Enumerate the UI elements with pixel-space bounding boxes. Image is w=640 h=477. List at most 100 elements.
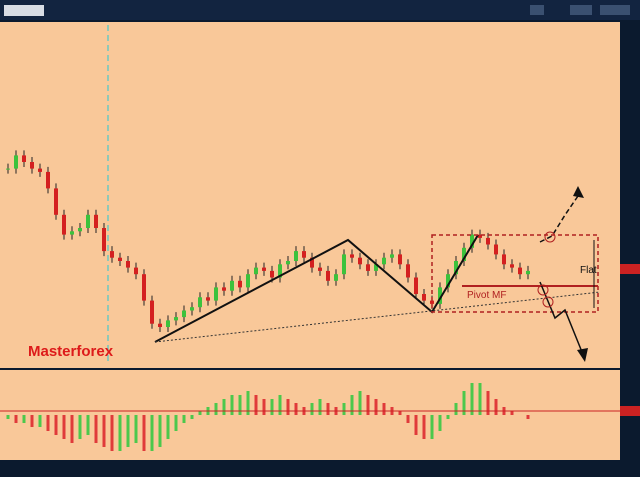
histogram-bar [262, 399, 266, 415]
candle [246, 274, 250, 288]
candle [382, 257, 386, 265]
histogram-bar [414, 415, 418, 435]
histogram-bar [166, 415, 170, 439]
candle [366, 264, 370, 271]
symbol-box[interactable] [4, 5, 44, 16]
candle [166, 320, 170, 327]
histogram-bar [430, 415, 434, 439]
histogram-bar [86, 415, 90, 435]
histogram-bar [174, 415, 178, 431]
histogram-bar [46, 415, 50, 431]
histogram-bar [286, 399, 290, 415]
histogram-bar [30, 415, 34, 427]
candle [414, 277, 418, 294]
histogram-bar [350, 395, 354, 415]
histogram-bar [134, 415, 138, 443]
histogram-bar [358, 391, 362, 415]
histogram-bar [478, 383, 482, 415]
candle [462, 247, 466, 261]
toolbar-button[interactable] [600, 5, 630, 15]
candle [350, 254, 354, 258]
toolbar-button[interactable] [570, 5, 592, 15]
flat-box [431, 234, 599, 313]
candle [278, 264, 282, 278]
histogram-bar [462, 391, 466, 415]
histogram-bar [118, 415, 122, 451]
breakout-up [539, 195, 579, 243]
histogram-bar [270, 399, 274, 415]
candle [222, 287, 226, 291]
candle [198, 297, 202, 308]
histogram-bar [230, 395, 234, 415]
candle [30, 162, 34, 169]
histogram-bar [446, 415, 450, 419]
histogram-bar [94, 415, 98, 443]
candle [14, 155, 18, 169]
zigzag [154, 234, 479, 343]
candle [310, 257, 314, 268]
candle [182, 310, 186, 318]
histogram-bar [214, 403, 218, 415]
histogram-bar [14, 415, 18, 423]
candle [118, 257, 122, 261]
marker [542, 296, 554, 308]
candle [270, 270, 274, 278]
histogram-bar [102, 415, 106, 447]
candle [302, 251, 306, 258]
histogram-bar [238, 395, 242, 415]
candle [510, 264, 514, 268]
candle [406, 264, 410, 278]
candle [150, 300, 154, 324]
histogram-bar [254, 395, 258, 415]
histogram-bar [438, 415, 442, 431]
toolbar-button[interactable] [530, 5, 544, 15]
histogram-bar [198, 411, 202, 415]
histogram-bar [54, 415, 58, 435]
candle [102, 228, 106, 252]
candle [46, 171, 50, 189]
histogram-bar [382, 403, 386, 415]
histogram-bar [190, 415, 194, 419]
candles [6, 150, 530, 332]
candle [6, 168, 10, 170]
osc-tag [620, 406, 640, 416]
marker [544, 231, 556, 243]
candle [390, 254, 394, 258]
candle [286, 261, 290, 265]
candle [230, 280, 234, 291]
candle [454, 261, 458, 275]
candle [526, 270, 530, 275]
candle [214, 287, 218, 301]
candle [478, 234, 482, 238]
histogram-bar [150, 415, 154, 451]
histogram-bar [6, 415, 10, 419]
histogram-bar [486, 391, 490, 415]
candle [374, 264, 378, 271]
candle [238, 280, 242, 288]
histogram-bar [510, 411, 514, 415]
candle [342, 254, 346, 275]
histogram-bar [374, 399, 378, 415]
histogram-bar [70, 415, 74, 443]
candle [190, 307, 194, 311]
candle [94, 214, 98, 228]
candle [254, 267, 258, 275]
candle [134, 267, 138, 275]
candle [518, 267, 522, 275]
candle [334, 274, 338, 281]
breakout-down [539, 281, 583, 353]
histogram-bar [278, 395, 282, 415]
candle [126, 261, 130, 268]
histogram-bar [38, 415, 42, 427]
candle [326, 270, 330, 281]
candle [470, 234, 474, 248]
price-tag [620, 264, 640, 274]
candle [262, 267, 266, 271]
histogram-bar [78, 415, 82, 439]
histogram-bar [366, 395, 370, 415]
candle [54, 188, 58, 215]
histogram-bar [454, 403, 458, 415]
price-pane [0, 22, 620, 368]
candle [358, 257, 362, 265]
histogram [6, 383, 530, 451]
